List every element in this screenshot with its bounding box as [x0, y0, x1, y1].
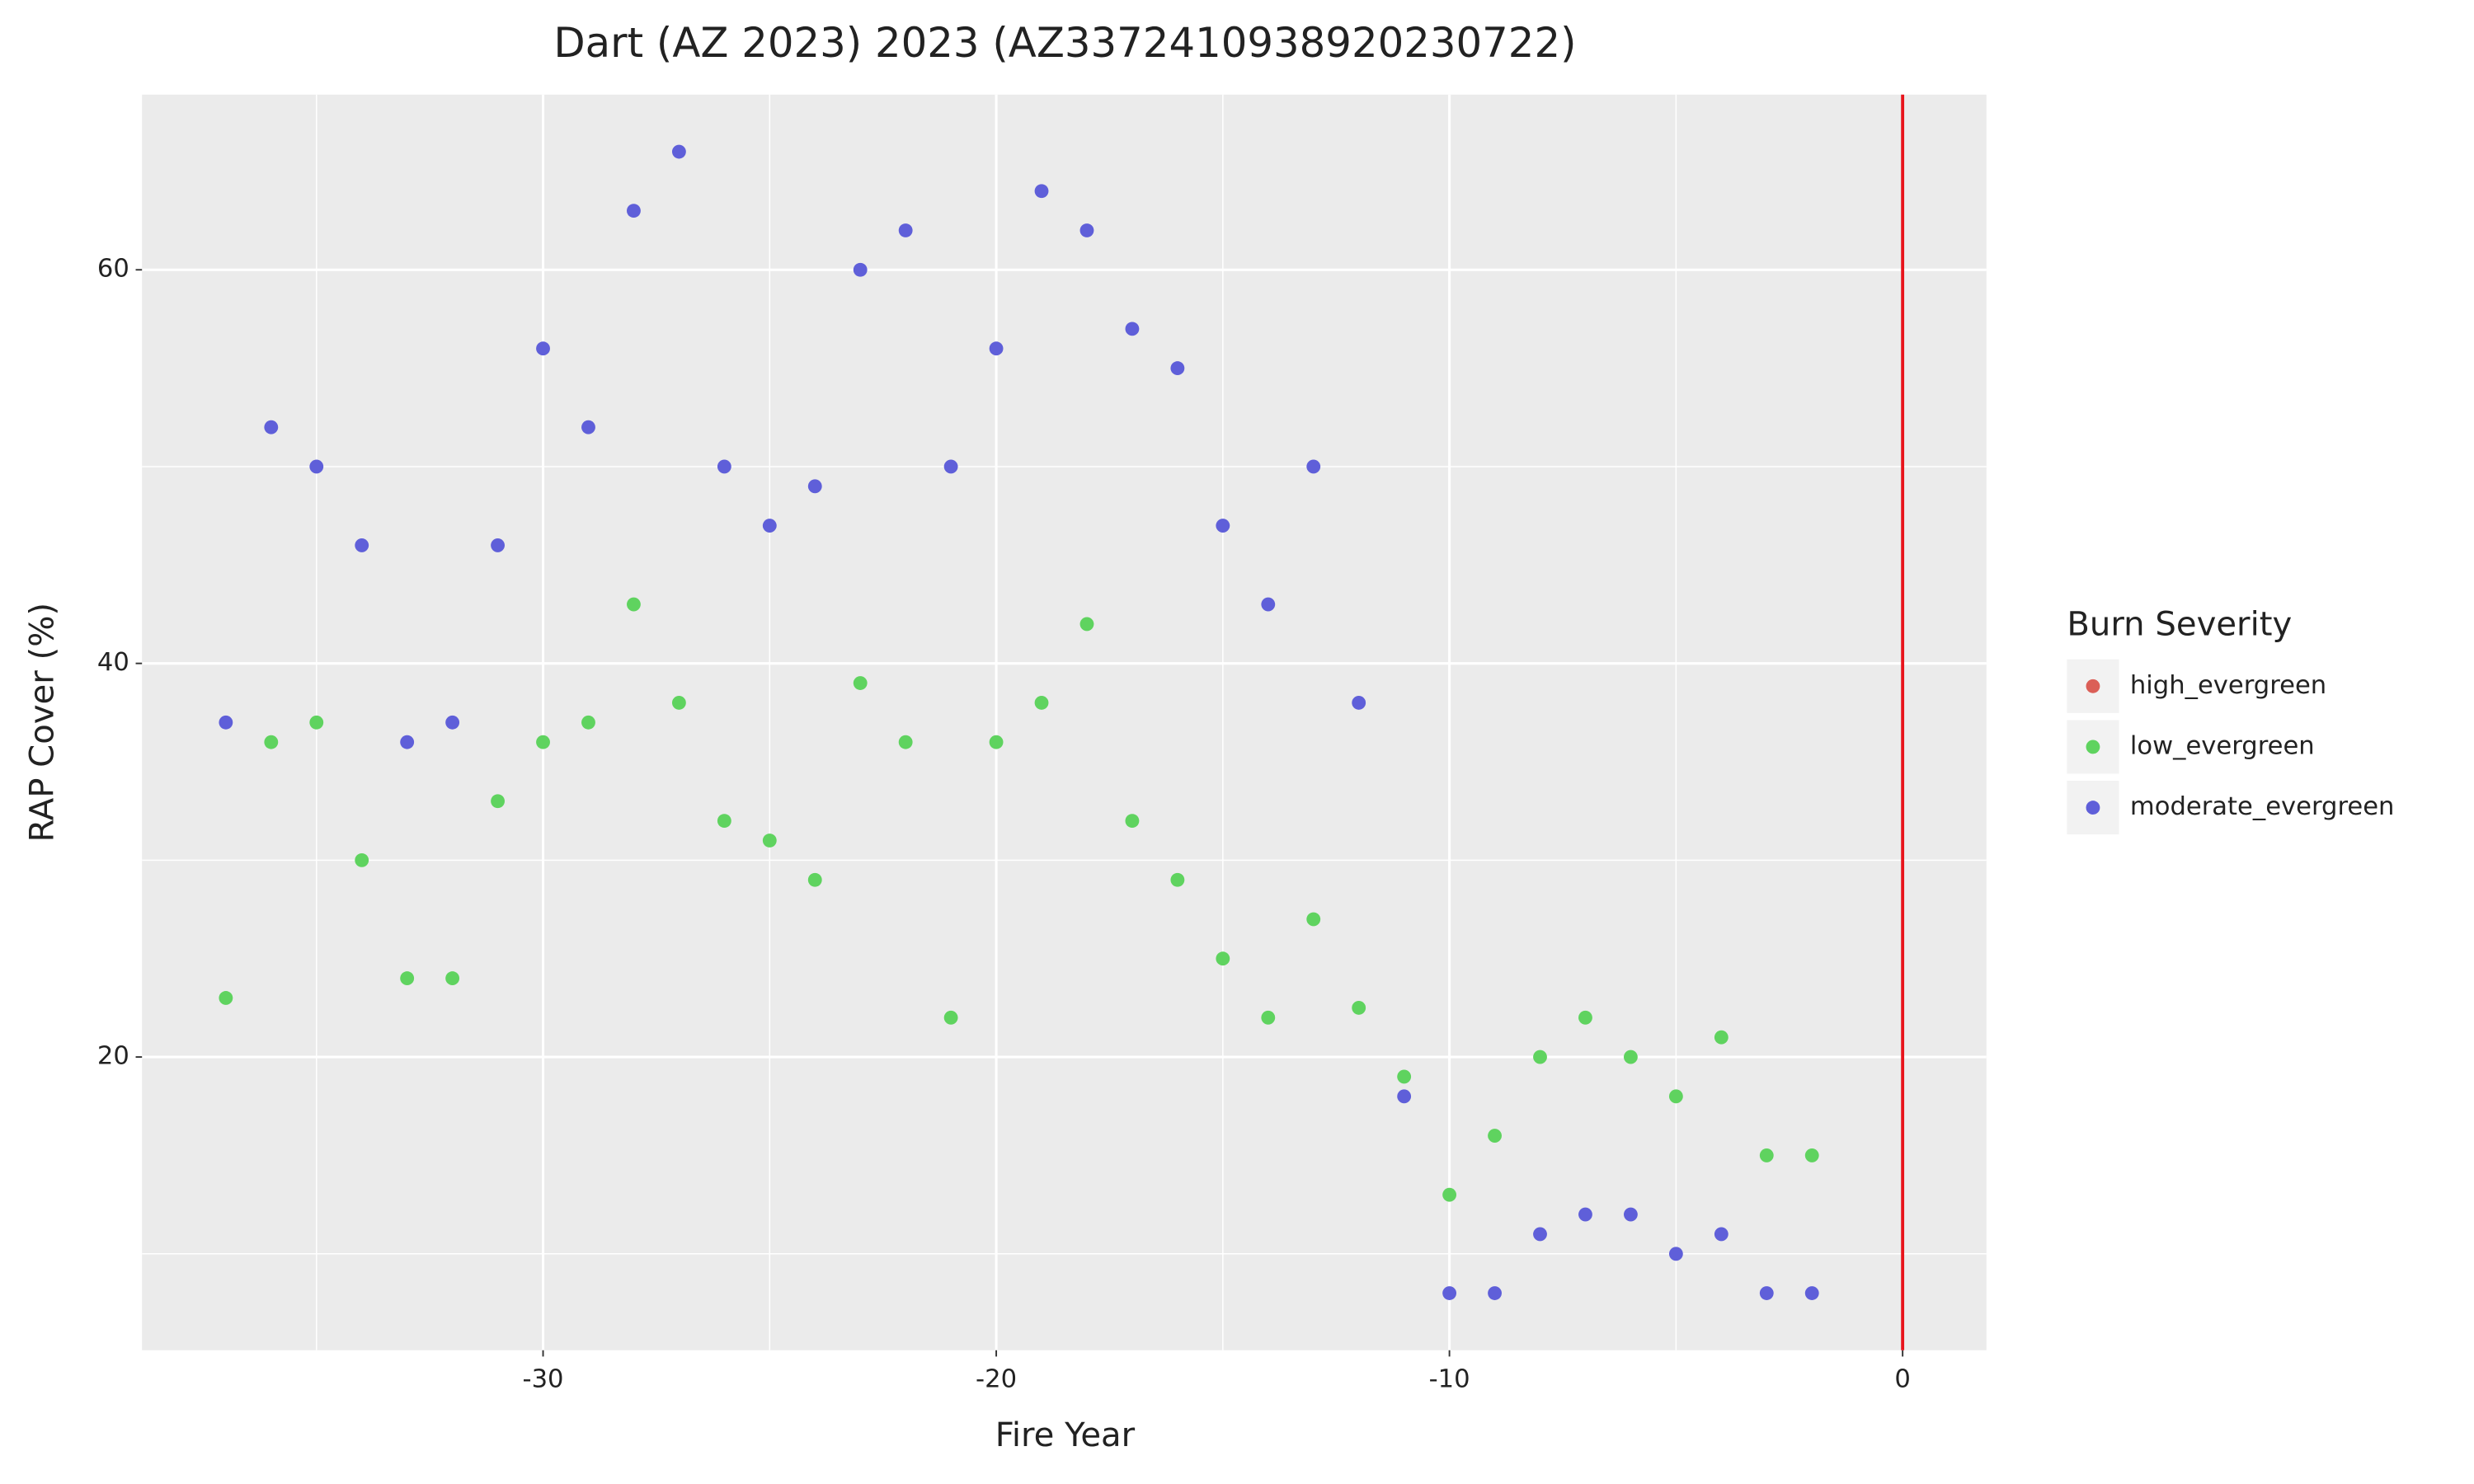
y-tick-label: 20 [97, 1042, 129, 1071]
point [1668, 1089, 1683, 1104]
point [1306, 912, 1321, 927]
point [400, 971, 415, 986]
point [1533, 1227, 1547, 1242]
point [1578, 1207, 1592, 1222]
point [853, 262, 868, 277]
point [491, 794, 505, 809]
point [1216, 951, 1230, 966]
point [1759, 1148, 1774, 1162]
point [1170, 361, 1185, 376]
point [355, 852, 369, 867]
point [943, 459, 958, 474]
point [1759, 1286, 1774, 1300]
point [1034, 184, 1049, 199]
chart-title: Dart (AZ 2023) 2023 (AZ33724109389202307… [553, 19, 1576, 67]
point [989, 735, 1004, 749]
point [536, 735, 550, 749]
point [309, 715, 324, 730]
x-tick-label: -30 [523, 1365, 564, 1394]
point [536, 341, 550, 356]
x-tick-label: 0 [1894, 1365, 1910, 1394]
point [1397, 1069, 1412, 1084]
point [400, 735, 415, 749]
point [1034, 695, 1049, 710]
point [1714, 1227, 1729, 1242]
legend-label: low_evergreen [2130, 731, 2315, 760]
point [1216, 519, 1230, 533]
point [1170, 872, 1185, 887]
point [1442, 1187, 1457, 1202]
x-tick-label: -10 [1429, 1365, 1470, 1394]
point [445, 715, 460, 730]
point [807, 479, 822, 494]
point [898, 223, 913, 237]
point [762, 519, 777, 533]
point [1261, 1010, 1276, 1025]
point [1804, 1286, 1819, 1300]
point [264, 420, 279, 434]
point [1488, 1129, 1502, 1143]
point [1079, 617, 1094, 632]
legend-marker [2086, 679, 2100, 693]
legend-title: Burn Severity [2067, 606, 2292, 644]
point [355, 538, 369, 552]
point [445, 971, 460, 986]
point [1261, 597, 1276, 612]
point [1488, 1286, 1502, 1300]
x-axis-label: Fire Year [995, 1416, 1136, 1454]
point [1804, 1148, 1819, 1162]
x-tick-label: -20 [976, 1365, 1017, 1394]
point [717, 459, 731, 474]
point [1623, 1207, 1638, 1222]
point [1125, 814, 1140, 829]
point [807, 872, 822, 887]
point [671, 144, 686, 159]
point [309, 459, 324, 474]
point [1079, 223, 1094, 237]
point [898, 735, 913, 749]
point [1306, 459, 1321, 474]
legend-marker [2086, 740, 2100, 754]
point [1714, 1030, 1729, 1045]
point [1352, 695, 1366, 710]
point [1442, 1286, 1457, 1300]
point [1533, 1050, 1547, 1064]
point [853, 676, 868, 690]
y-axis-label: RAP Cover (%) [24, 603, 62, 843]
point [671, 695, 686, 710]
y-tick-label: 60 [97, 255, 129, 284]
y-tick-label: 40 [97, 648, 129, 677]
point [219, 715, 233, 730]
point [627, 204, 641, 218]
point [264, 735, 279, 749]
point [989, 341, 1004, 356]
point [219, 991, 233, 1005]
point [717, 814, 731, 829]
point [581, 715, 595, 730]
point [1352, 1000, 1366, 1015]
plot-background [142, 94, 1987, 1350]
point [943, 1010, 958, 1025]
point [1125, 322, 1140, 336]
point [1397, 1089, 1412, 1104]
point [1623, 1050, 1638, 1064]
point [581, 420, 595, 434]
legend-marker [2086, 801, 2100, 815]
point [762, 834, 777, 848]
legend-label: high_evergreen [2130, 671, 2326, 700]
point [491, 538, 505, 552]
point [1578, 1010, 1592, 1025]
legend-label: moderate_evergreen [2130, 792, 2395, 821]
point [627, 597, 641, 612]
point [1668, 1247, 1683, 1261]
